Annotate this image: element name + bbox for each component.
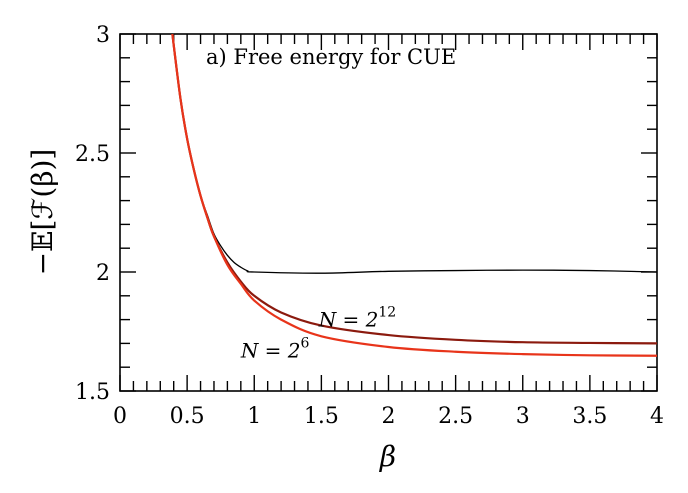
x-tick-label: 0	[113, 404, 127, 429]
series-line-2	[171, 33, 658, 345]
x-tick-label: 1	[247, 404, 261, 429]
plot-frame	[119, 33, 658, 392]
series-lines	[171, 33, 658, 357]
x-axis-label: β	[379, 440, 396, 473]
ticks	[119, 33, 658, 392]
y-axis-label: −𝔼[ℱ(β)]	[26, 149, 59, 276]
x-tick-label: 4	[650, 404, 664, 429]
tick-labels: 0 0.5 1 1.5 2 2.5 3 3.5 4 1.5 2 2.5 3	[75, 23, 664, 429]
x-tick-label: 0.5	[170, 404, 205, 429]
annotation-1: N = 212	[318, 305, 397, 332]
y-tick-label: 1.5	[75, 380, 110, 405]
y-tick-label: 2.5	[75, 142, 110, 167]
x-tick-label: 3	[516, 404, 530, 429]
y-tick-label: 3	[96, 23, 110, 48]
annotations: N = 212 N = 26	[240, 305, 396, 363]
x-tick-label: 1.5	[304, 404, 339, 429]
y-tick-label: 2	[96, 261, 110, 286]
series-line-3	[171, 33, 658, 357]
x-tick-label: 2.5	[438, 404, 473, 429]
x-tick-label: 3.5	[572, 404, 607, 429]
x-tick-label: 2	[382, 404, 396, 429]
annotation-2: N = 26	[240, 336, 310, 363]
series-line-1	[171, 33, 658, 274]
chart-title: a) Free energy for CUE	[206, 45, 456, 69]
